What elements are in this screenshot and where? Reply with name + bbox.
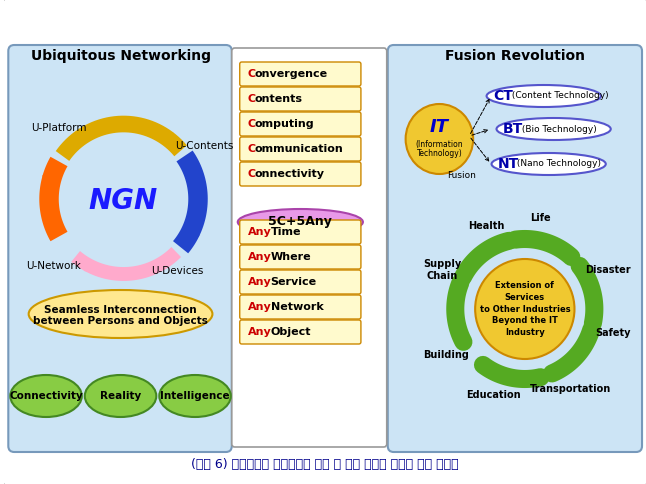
Text: C: C: [247, 69, 256, 79]
Text: Any: Any: [247, 327, 271, 337]
Ellipse shape: [10, 375, 82, 417]
FancyBboxPatch shape: [240, 62, 361, 86]
Ellipse shape: [85, 375, 156, 417]
Text: IT: IT: [430, 118, 449, 136]
Text: between Persons and Objects: between Persons and Objects: [33, 316, 208, 326]
FancyBboxPatch shape: [240, 320, 361, 344]
Text: Network: Network: [271, 302, 323, 312]
FancyBboxPatch shape: [240, 112, 361, 136]
Text: Time: Time: [271, 227, 301, 237]
Ellipse shape: [160, 375, 231, 417]
Text: U-Network: U-Network: [26, 261, 81, 271]
Text: U-Contents: U-Contents: [175, 141, 234, 151]
Text: Building: Building: [422, 350, 468, 360]
Text: (Content Technology): (Content Technology): [509, 91, 609, 101]
FancyBboxPatch shape: [8, 45, 232, 452]
Text: C: C: [247, 169, 256, 179]
Circle shape: [475, 259, 574, 359]
Text: Transportation: Transportation: [530, 384, 611, 393]
Text: Supply
Chain: Supply Chain: [423, 259, 461, 281]
Text: ontents: ontents: [255, 94, 302, 104]
Text: Fusion: Fusion: [447, 171, 475, 181]
Text: C: C: [247, 144, 256, 154]
Text: onvergence: onvergence: [255, 69, 328, 79]
Text: C: C: [247, 94, 256, 104]
Ellipse shape: [486, 85, 601, 107]
Text: (그림 6) 유비쿼터스 네트워킹의 비전 및 이를 활용한 차세대 융합 서비스: (그림 6) 유비쿼터스 네트워킹의 비전 및 이를 활용한 차세대 융합 서비…: [191, 457, 459, 470]
Text: Any: Any: [247, 252, 271, 262]
Text: Safety: Safety: [596, 328, 631, 338]
FancyBboxPatch shape: [240, 245, 361, 269]
Text: Any: Any: [247, 227, 271, 237]
Ellipse shape: [497, 118, 610, 140]
Ellipse shape: [238, 209, 363, 235]
Text: C: C: [247, 119, 256, 129]
Ellipse shape: [492, 153, 606, 175]
Text: Seamless Interconnection: Seamless Interconnection: [44, 305, 197, 315]
Text: (Nano Technology): (Nano Technology): [514, 160, 601, 168]
FancyBboxPatch shape: [388, 45, 642, 452]
Text: Reality: Reality: [100, 391, 141, 401]
FancyBboxPatch shape: [240, 220, 361, 244]
Text: Technology): Technology): [417, 149, 463, 157]
Text: Service: Service: [271, 277, 317, 287]
Text: NGN: NGN: [89, 187, 158, 215]
Text: Life: Life: [530, 213, 551, 224]
FancyBboxPatch shape: [240, 295, 361, 319]
FancyBboxPatch shape: [240, 87, 361, 111]
Ellipse shape: [406, 104, 473, 174]
Text: U-Platform: U-Platform: [31, 123, 87, 133]
Text: 5C+5Any: 5C+5Any: [268, 215, 332, 228]
Text: NT: NT: [498, 157, 519, 171]
Text: Any: Any: [247, 277, 271, 287]
Text: CT: CT: [493, 89, 513, 103]
Text: Disaster: Disaster: [585, 265, 630, 275]
Text: (Information: (Information: [415, 139, 463, 149]
Text: Object: Object: [271, 327, 311, 337]
Text: Any: Any: [247, 302, 271, 312]
FancyBboxPatch shape: [240, 270, 361, 294]
Ellipse shape: [28, 290, 213, 338]
Text: Ubiquitous Networking: Ubiquitous Networking: [30, 49, 211, 63]
FancyBboxPatch shape: [3, 0, 646, 484]
Text: Intelligence: Intelligence: [160, 391, 230, 401]
Text: ommunication: ommunication: [255, 144, 344, 154]
Text: omputing: omputing: [255, 119, 314, 129]
Text: Education: Education: [466, 391, 521, 400]
FancyBboxPatch shape: [240, 137, 361, 161]
Text: (Bio Technology): (Bio Technology): [519, 124, 597, 134]
Text: BT: BT: [503, 122, 523, 136]
Text: Where: Where: [271, 252, 311, 262]
Text: Extension of
Services
to Other Industries
Beyond the IT
Industry: Extension of Services to Other Industrie…: [479, 281, 570, 337]
Text: U-Devices: U-Devices: [151, 266, 203, 276]
Text: Fusion Revolution: Fusion Revolution: [445, 49, 585, 63]
Text: onnectivity: onnectivity: [255, 169, 325, 179]
FancyBboxPatch shape: [232, 48, 387, 447]
Text: Connectivity: Connectivity: [9, 391, 83, 401]
FancyBboxPatch shape: [240, 162, 361, 186]
Text: Health: Health: [468, 221, 505, 230]
